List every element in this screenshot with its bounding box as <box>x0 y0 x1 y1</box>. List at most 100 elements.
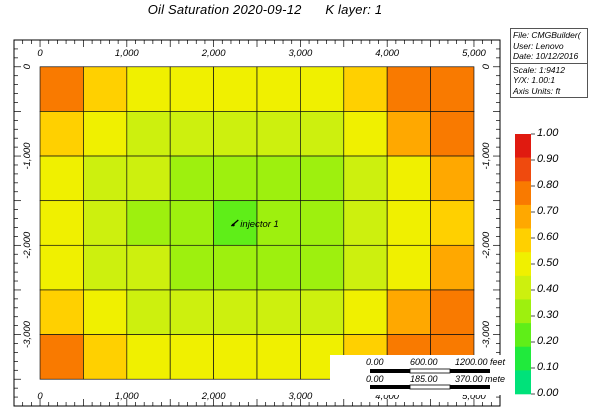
x-tick-label-bottom: 1,000 <box>115 391 139 402</box>
grid-cell <box>430 155 475 202</box>
x-tick-label-bottom: 0 <box>37 391 43 402</box>
grid-cell <box>386 244 431 291</box>
x-tick-label-top: 0 <box>37 48 43 59</box>
grid-cell <box>430 66 475 112</box>
date-label: Date: 10/12/2016 <box>513 51 579 61</box>
y-tick-label-right: -3,000 <box>481 320 492 348</box>
legend-tick-label: 0.20 <box>537 335 559 347</box>
legend-swatch <box>515 323 531 348</box>
info-panel: File: CMGBuilder( User: Lenovo Date: 10/… <box>510 28 588 98</box>
grid-cell <box>256 200 301 246</box>
legend-tick-label: 0.80 <box>537 179 559 191</box>
grid-cell <box>300 111 345 157</box>
grid-cell <box>213 111 258 157</box>
grid-cell <box>300 155 345 202</box>
grid-cell <box>256 155 301 202</box>
scale-bar-meter-seg <box>370 385 410 389</box>
legend-swatch <box>515 275 531 300</box>
x-tick-label-bottom: 4,000 <box>375 391 399 402</box>
grid-cell <box>300 244 345 291</box>
grid-cell <box>83 244 128 291</box>
legend-swatch <box>515 134 531 158</box>
scale-feet-label-2: 1200.00 feet <box>455 357 506 367</box>
grid-cell <box>213 334 258 380</box>
scale-bar-feet-seg <box>409 368 451 374</box>
grid-cell <box>386 200 431 246</box>
grid-cell <box>83 200 128 246</box>
x-tick-label-bottom: 5,000 <box>462 391 486 402</box>
legend-swatch <box>515 204 531 229</box>
grid-cell <box>386 111 431 157</box>
x-tick-label-top: 4,000 <box>375 48 399 59</box>
chart-title-main: Oil Saturation 2020-09-12 <box>147 2 302 17</box>
axis-units-label: Axis Units: ft <box>513 85 561 96</box>
legend-swatch <box>515 181 531 206</box>
legend-swatch <box>515 228 531 253</box>
grid-cell <box>386 155 431 202</box>
x-tick-label-top: 5,000 <box>462 48 486 59</box>
chart-title: Oil Saturation 2020-09-12 K layer: 1 <box>0 2 530 17</box>
grid-cell <box>39 334 84 380</box>
grid-cell <box>256 244 301 291</box>
grid-cell <box>126 200 171 246</box>
scale-meter-label-0: 0.00 <box>366 374 384 384</box>
grid-cell <box>126 334 171 380</box>
scale-bar-graphic <box>370 368 490 390</box>
grid-cell <box>386 289 431 335</box>
grid-cell <box>213 66 258 112</box>
grid-cell <box>169 334 214 380</box>
grid-cell <box>256 289 301 335</box>
legend-swatch <box>515 157 531 182</box>
grid-cell <box>126 66 171 112</box>
grid-cell <box>39 66 84 112</box>
grid-cell <box>213 244 258 291</box>
grid-cell <box>343 244 388 291</box>
file-info-box: File: CMGBuilder( User: Lenovo Date: 10/… <box>510 28 588 64</box>
y-tick-label-left: -3,000 <box>22 320 33 348</box>
grid-cell <box>39 111 84 157</box>
grid-cell <box>343 200 388 246</box>
legend-tick-label: 0.10 <box>537 361 559 373</box>
grid-cell <box>386 66 431 112</box>
scale-feet-label-1: 600.00 <box>410 357 438 367</box>
grid-cell <box>169 66 214 112</box>
x-tick-label-bottom: 2,000 <box>201 391 226 402</box>
grid-cell <box>83 289 128 335</box>
grid-cell <box>83 334 128 380</box>
scale-bar: 0.00 600.00 1200.00 feet 0.00 185.00 370… <box>330 355 510 395</box>
y-tick-label-right: -1,000 <box>481 142 492 170</box>
grid-cell <box>83 66 128 112</box>
grid-cell <box>213 289 258 335</box>
grid-cell <box>256 334 301 380</box>
legend-swatch <box>515 252 531 277</box>
legend-tick-label: 0.60 <box>537 231 559 243</box>
y-tick-label-right: -2,000 <box>481 231 492 259</box>
grid-cell <box>430 244 475 291</box>
legend-swatch <box>515 299 531 324</box>
chart-title-layer: K layer: 1 <box>325 2 383 17</box>
grid-cell <box>256 111 301 157</box>
grid-cell <box>39 155 84 202</box>
grid-cell <box>256 66 301 112</box>
y-tick-label-left: -1,000 <box>22 142 33 170</box>
y-tick-label-left: 0 <box>22 63 33 69</box>
grid-cell <box>169 200 214 246</box>
legend-tick-label: 0.70 <box>537 205 559 217</box>
legend-swatch <box>515 370 531 395</box>
well-marker-dot <box>231 223 235 227</box>
grid-cell <box>126 289 171 335</box>
scale-feet-label-0: 0.00 <box>366 357 384 367</box>
grid-cell <box>169 244 214 291</box>
legend-tick-label: 0.40 <box>537 283 559 295</box>
grid-cell <box>300 289 345 335</box>
legend-tick-label: 0.30 <box>537 309 559 321</box>
user-label: User: Lenovo <box>513 40 564 51</box>
x-tick-label-top: 3,000 <box>289 48 313 59</box>
grid-cell <box>83 155 128 202</box>
scale-bar-meter-seg <box>450 385 490 389</box>
yx-label: Y/X: 1.00:1 <box>513 75 556 85</box>
grid-cell <box>300 200 345 246</box>
scale-meter-label-1: 185.00 <box>410 374 438 384</box>
grid-cell <box>126 244 171 291</box>
